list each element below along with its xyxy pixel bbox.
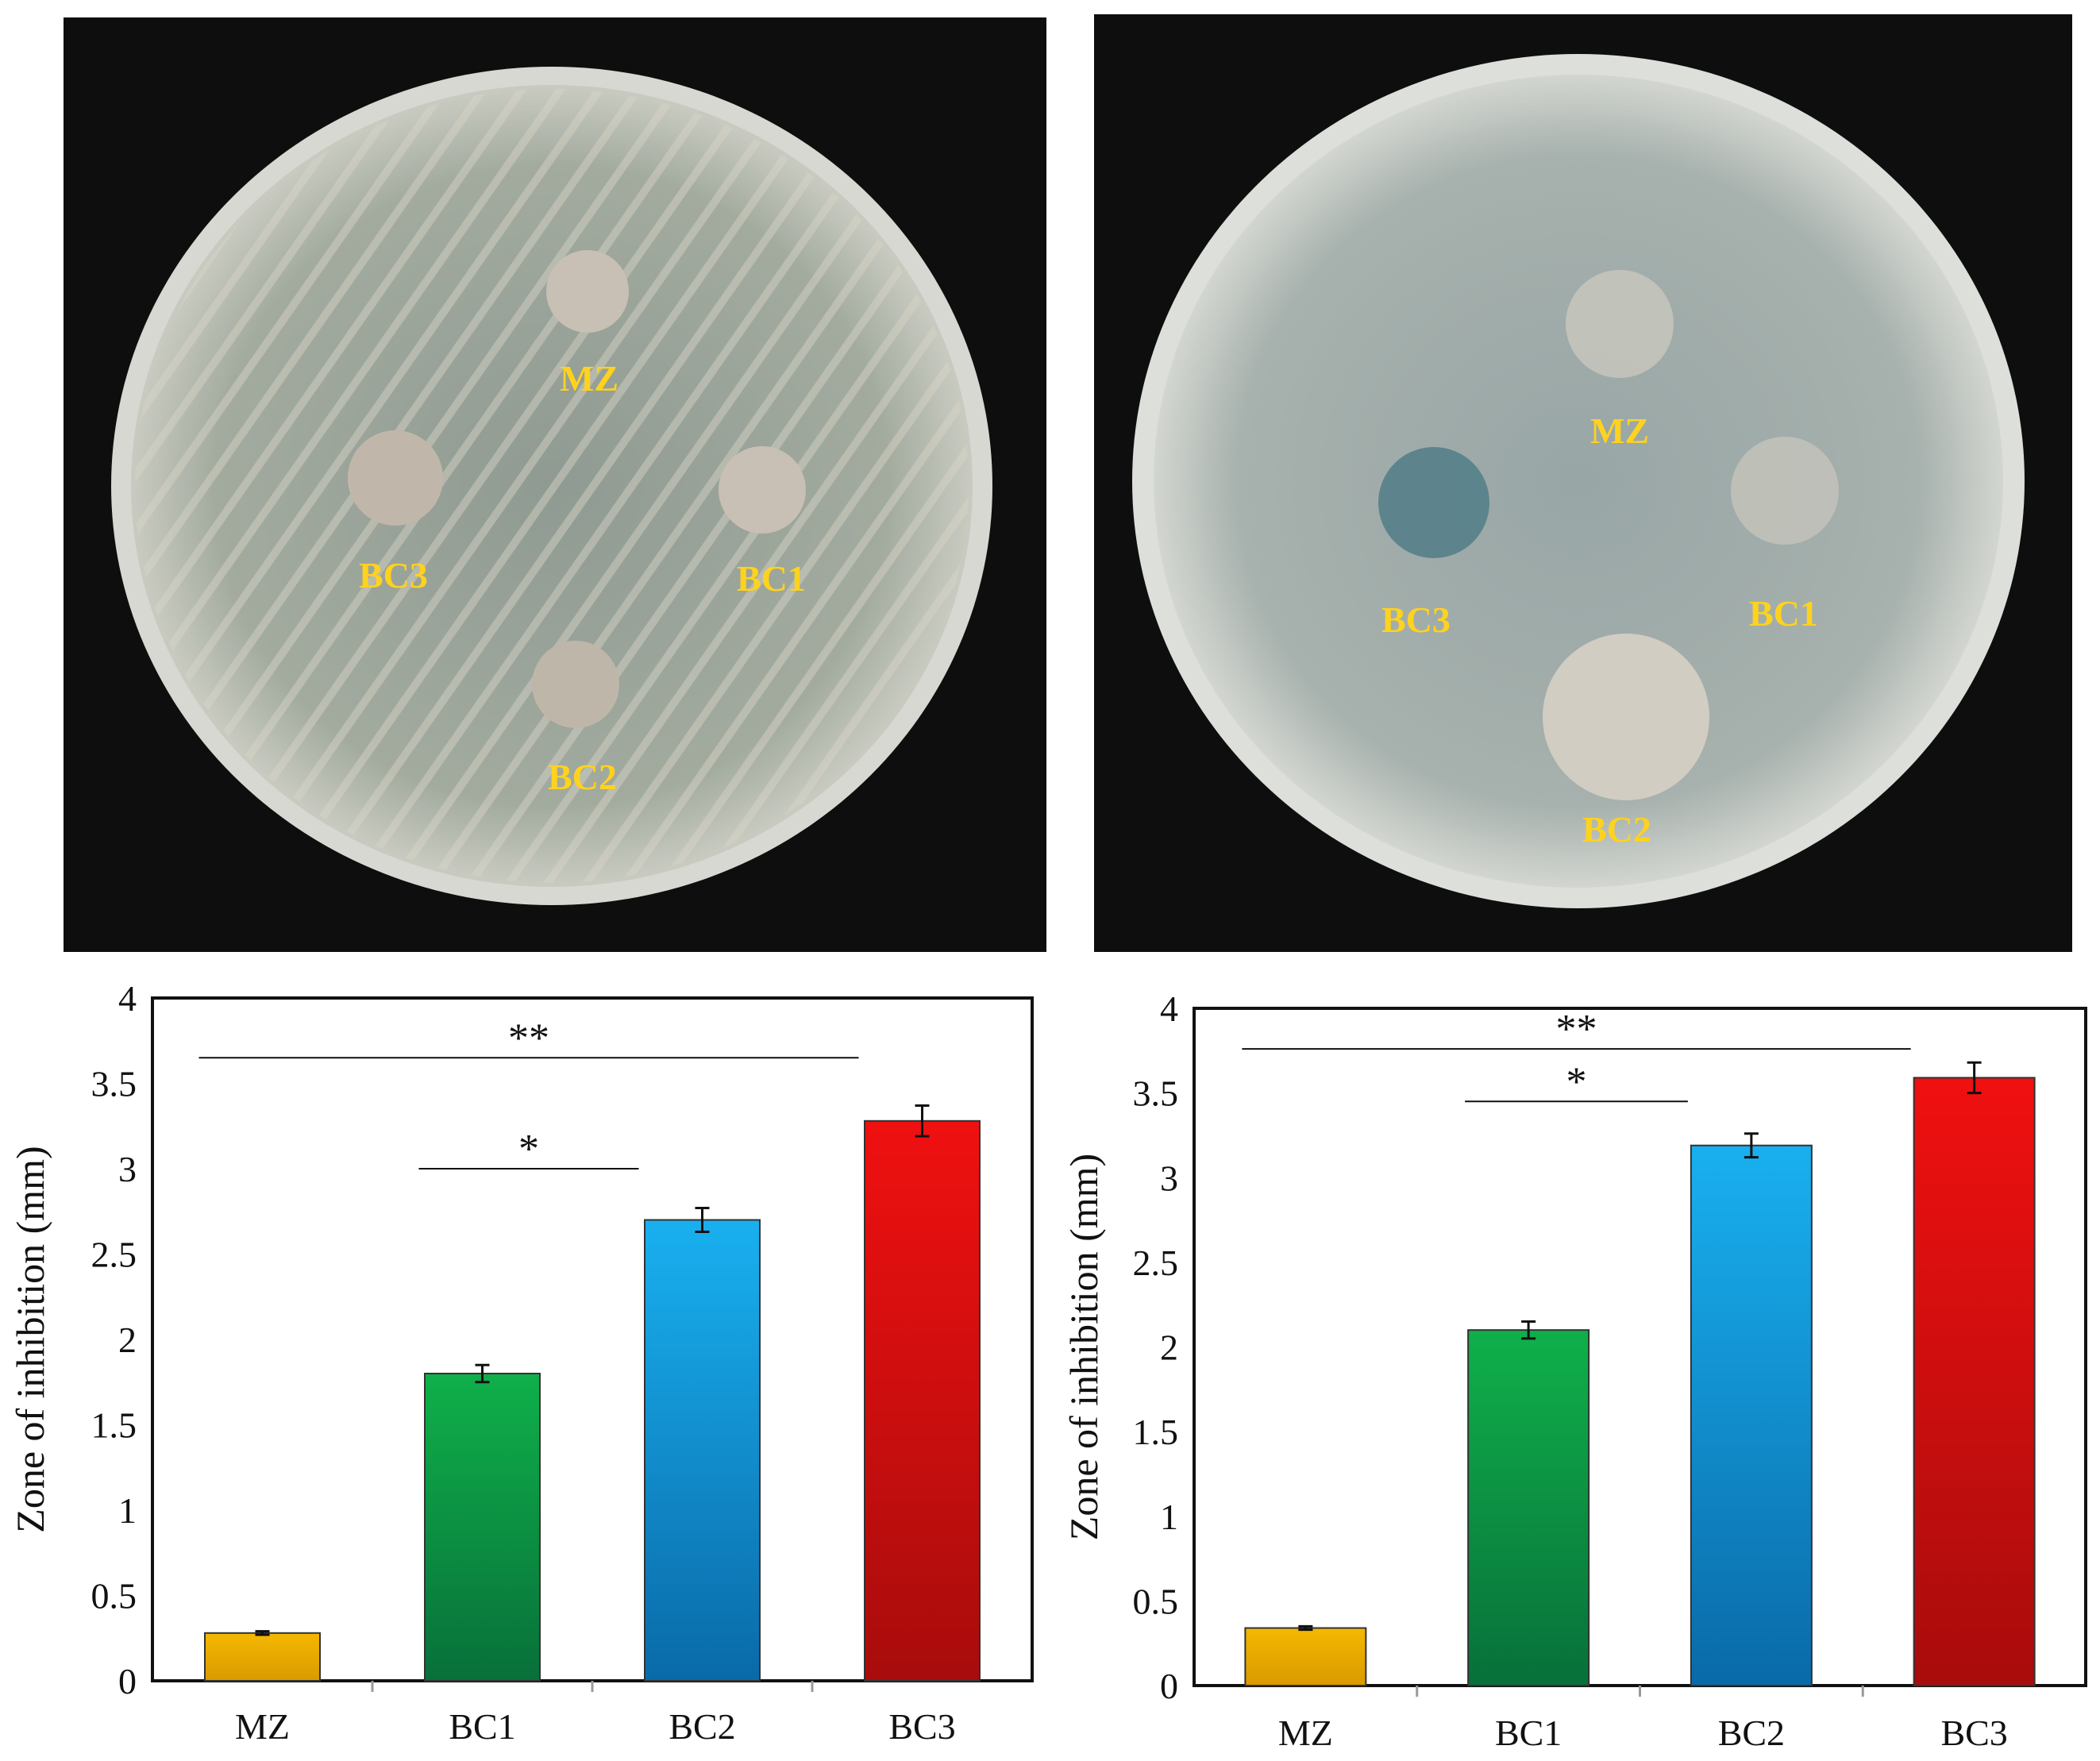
y-tick-label: 4 [118,978,137,1019]
bar [424,1373,541,1682]
disc-bc3 [348,430,443,526]
disc-label-bc1: BC1 [1749,593,1818,634]
bar [644,1219,761,1682]
disc-label-mz: MZ [1590,410,1649,451]
significance-label: ** [508,1015,549,1061]
y-tick-label: 3 [118,1149,137,1189]
bar-chart-right: 0 0.5 1 1.5 2 2.5 3 3.5 4 Zone of inhibition (mm)… [1050,977,2100,1757]
petri-dish-photo-left: MZ BC1 BC2 BC3 [64,17,1046,952]
x-tick-label: BC2 [669,1706,735,1747]
bar [1913,1077,2036,1687]
y-tick-label: 1 [118,1490,137,1531]
x-tick-label: MZ [235,1706,290,1747]
bar [1467,1329,1590,1686]
y-tick-label: 2 [1160,1327,1178,1368]
bar [204,1632,321,1682]
bar-chart-left: 0 0.5 1 1.5 2 2.5 3 3.5 4 Zone of inhibition (mm)… [0,977,1048,1757]
y-axis-title: Zone of inhibition (mm) [8,1146,52,1532]
petri-dish-right: MZ BC1 BC2 BC3 [1132,54,2025,908]
petri-dish-left: MZ BC1 BC2 BC3 [111,67,992,905]
x-tick-label: BC3 [888,1706,955,1747]
y-tick-label: 2.5 [91,1235,137,1275]
y-tick-label: 3 [1160,1158,1178,1198]
disc-bc1 [1731,437,1839,545]
disc-mz [546,250,629,333]
y-tick-label: 3.5 [1133,1073,1179,1114]
bar-chart-left-svg: 0 0.5 1 1.5 2 2.5 3 3.5 4 Zone of inhibition (mm)… [8,978,1034,1747]
y-tick-label: 0 [1160,1666,1178,1706]
disc-bc2 [532,641,619,728]
disc-label-bc1: BC1 [737,558,806,599]
disc-bc2 [1543,634,1709,800]
disc-label-bc3: BC3 [359,555,428,595]
x-tick-label: BC3 [1940,1713,2007,1753]
y-tick-label: 0.5 [1133,1581,1179,1621]
disc-label-bc2: BC2 [548,757,617,797]
y-tick-label: 1 [1160,1497,1178,1537]
significance-label: ** [1556,1007,1597,1052]
y-tick-label: 4 [1160,988,1178,1029]
y-axis-title: Zone of inhibition (mm) [1062,1154,1106,1540]
disc-label-bc3: BC3 [1381,599,1451,640]
agar-plate [1154,75,2003,888]
significance-label: * [518,1127,539,1172]
bar [1244,1627,1367,1686]
y-tick-label: 2 [118,1320,137,1360]
disc-mz [1566,270,1674,378]
x-tick-label: BC1 [449,1706,515,1747]
disc-label-bc2: BC2 [1582,809,1651,850]
y-tick-label: 0 [118,1661,137,1701]
x-tick-label: BC2 [1718,1713,1785,1753]
significance-label: * [1566,1059,1587,1104]
bacterial-streaks [135,89,969,883]
x-tick-label: MZ [1278,1713,1333,1753]
y-tick-label: 1.5 [1133,1412,1179,1452]
x-tick-label: BC1 [1495,1713,1562,1753]
bar-chart-right-svg: 0 0.5 1 1.5 2 2.5 3 3.5 4 Zone of inhibition (mm)… [1062,988,2087,1753]
disc-bc3 [1378,447,1489,558]
petri-dish-photo-right: MZ BC1 BC2 BC3 [1094,14,2072,952]
disc-label-mz: MZ [560,358,618,399]
y-tick-label: 1.5 [91,1405,137,1446]
bar [864,1119,981,1682]
disc-bc1 [719,446,806,534]
y-tick-label: 2.5 [1133,1243,1179,1283]
y-tick-label: 3.5 [91,1064,137,1104]
y-tick-label: 0.5 [91,1576,137,1616]
bar [1690,1144,1813,1687]
